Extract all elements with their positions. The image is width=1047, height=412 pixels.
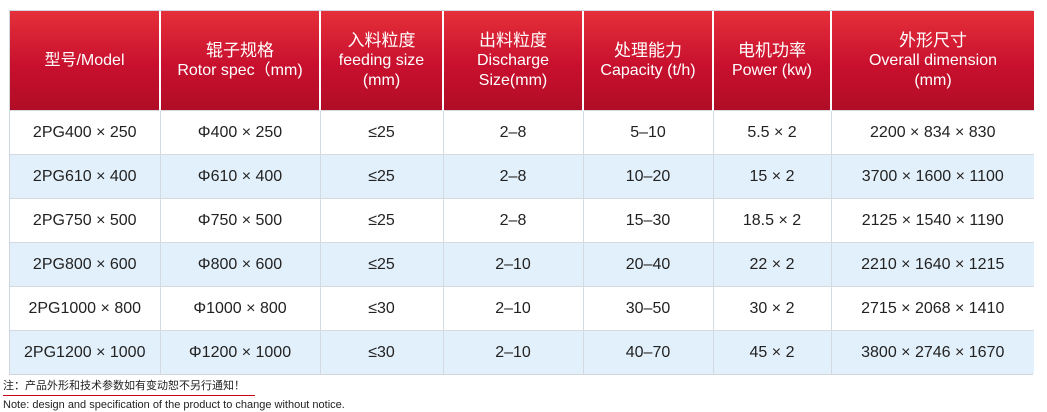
cell-model: 2PG1200 × 1000 xyxy=(10,330,160,374)
cell-power: 5.5 × 2 xyxy=(712,110,831,155)
cell-capacity: 15–30 xyxy=(582,198,713,243)
cell-feeding-size: ≤25 xyxy=(319,154,443,199)
header-line: 电机功率 xyxy=(738,40,806,60)
cell-rotor-spec: Φ400 × 250 xyxy=(159,110,320,155)
cell-rotor-spec: Φ800 × 600 xyxy=(159,242,320,287)
header-rotor-spec: 辊子规格 Rotor spec（mm) xyxy=(159,11,320,111)
cell-discharge-size: 2–10 xyxy=(442,286,583,331)
cell-power: 15 × 2 xyxy=(712,154,831,199)
table-row: 2PG750 × 500 Φ750 × 500 ≤25 2–8 15–30 18.5 × … xyxy=(10,198,1034,243)
cell-model: 2PG750 × 500 xyxy=(10,198,160,243)
cell-discharge-size: 2–8 xyxy=(442,154,583,199)
header-line: feeding size xyxy=(338,51,425,69)
note-english: Note: design and specification of the pr… xyxy=(3,399,345,411)
spec-table-container: 型号/Model 辊子规格 Rotor spec（mm) 入料粒度 feeding si… xyxy=(9,10,1034,375)
header-line: 出料粒度 xyxy=(479,30,547,50)
cell-discharge-size: 2–10 xyxy=(442,242,583,287)
cell-power: 18.5 × 2 xyxy=(712,198,831,243)
header-feeding-size: 入料粒度 feeding size (mm) xyxy=(319,11,443,111)
header-line: 辊子规格 xyxy=(206,40,274,60)
table-row: 2PG1200 × 1000 Φ1200 × 1000 ≤30 2–10 40–70 45… xyxy=(10,330,1034,374)
cell-discharge-size: 2–10 xyxy=(442,330,583,374)
header-line: (mm) xyxy=(914,71,952,89)
cell-feeding-size: ≤25 xyxy=(319,110,443,155)
spec-table: 型号/Model 辊子规格 Rotor spec（mm) 入料粒度 feeding si… xyxy=(10,11,1034,374)
header-line: Capacity (t/h) xyxy=(600,61,696,79)
cell-overall-dimension: 3700 × 1600 × 1100 xyxy=(830,154,1034,199)
cell-rotor-spec: Φ610 × 400 xyxy=(159,154,320,199)
cell-capacity: 10–20 xyxy=(582,154,713,199)
table-row: 2PG800 × 600 Φ800 × 600 ≤25 2–10 20–40 22 × 2… xyxy=(10,242,1034,287)
cell-feeding-size: ≤25 xyxy=(319,198,443,243)
table-row: 2PG1000 × 800 Φ1000 × 800 ≤30 2–10 30–50 30 ×… xyxy=(10,286,1034,331)
header-line: 外形尺寸 xyxy=(899,30,967,50)
table-header-row: 型号/Model 辊子规格 Rotor spec（mm) 入料粒度 feeding si… xyxy=(10,11,1034,111)
cell-feeding-size: ≤25 xyxy=(319,242,443,287)
cell-overall-dimension: 2200 × 834 × 830 xyxy=(830,110,1034,155)
header-line: Size(mm) xyxy=(478,71,548,89)
cell-model: 2PG1000 × 800 xyxy=(10,286,160,331)
cell-rotor-spec: Φ1200 × 1000 xyxy=(159,330,320,374)
cell-capacity: 40–70 xyxy=(582,330,713,374)
header-model: 型号/Model xyxy=(10,11,160,111)
header-power: 电机功率 Power (kw) xyxy=(712,11,831,111)
cell-capacity: 20–40 xyxy=(582,242,713,287)
cell-model: 2PG610 × 400 xyxy=(10,154,160,199)
header-discharge-size: 出料粒度 Discharge Size(mm) xyxy=(442,11,583,111)
cell-discharge-size: 2–8 xyxy=(442,198,583,243)
cell-overall-dimension: 2210 × 1640 × 1215 xyxy=(830,242,1034,287)
header-capacity: 处理能力 Capacity (t/h) xyxy=(582,11,713,111)
header-line: 处理能力 xyxy=(614,40,682,60)
cell-capacity: 30–50 xyxy=(582,286,713,331)
header-line: 型号/Model xyxy=(44,51,125,69)
cell-overall-dimension: 2125 × 1540 × 1190 xyxy=(830,198,1034,243)
cell-feeding-size: ≤30 xyxy=(319,286,443,331)
header-overall-dimension: 外形尺寸 Overall dimension (mm) xyxy=(830,11,1034,111)
cell-rotor-spec: Φ1000 × 800 xyxy=(159,286,320,331)
cell-rotor-spec: Φ750 × 500 xyxy=(159,198,320,243)
header-line: (mm) xyxy=(362,71,401,89)
header-line: Rotor spec（mm) xyxy=(177,61,303,79)
cell-feeding-size: ≤30 xyxy=(319,330,443,374)
header-line: Overall dimension xyxy=(868,51,998,69)
cell-power: 45 × 2 xyxy=(712,330,831,374)
cell-power: 30 × 2 xyxy=(712,286,831,331)
cell-overall-dimension: 2715 × 2068 × 1410 xyxy=(830,286,1034,331)
cell-power: 22 × 2 xyxy=(712,242,831,287)
header-line: Power (kw) xyxy=(731,61,812,79)
header-line: 入料粒度 xyxy=(347,30,416,50)
cell-overall-dimension: 3800 × 2746 × 1670 xyxy=(830,330,1034,374)
header-line: Discharge xyxy=(476,51,550,69)
note-chinese: 注：产品外形和技术参数如有变动恕不另行通知！ xyxy=(3,379,255,396)
cell-discharge-size: 2–8 xyxy=(442,110,583,155)
cell-capacity: 5–10 xyxy=(582,110,713,155)
notes: 注：产品外形和技术参数如有变动恕不另行通知！ Note: design and … xyxy=(3,376,345,412)
cell-model: 2PG800 × 600 xyxy=(10,242,160,287)
cell-model: 2PG400 × 250 xyxy=(10,110,160,155)
